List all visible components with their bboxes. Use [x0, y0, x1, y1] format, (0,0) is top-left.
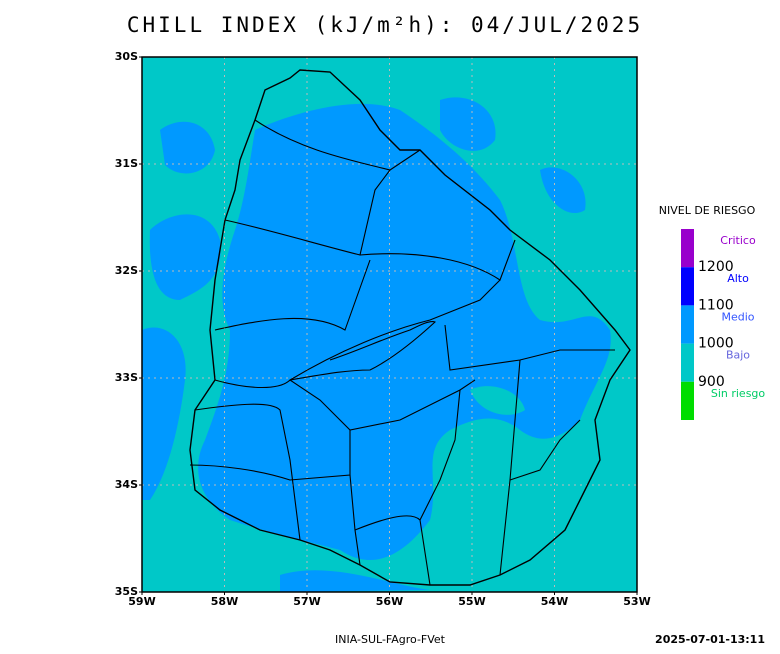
lat-label: 34S — [115, 478, 138, 491]
boundary — [214, 259, 371, 331]
boundary — [499, 359, 521, 576]
zone — [160, 121, 215, 174]
grid — [142, 57, 637, 592]
footer-timestamp: 2025-07-01-13:11 — [655, 633, 765, 646]
lon-label: 54W — [541, 595, 568, 608]
lat-label: 33S — [115, 371, 138, 384]
lon-label: 58W — [211, 595, 238, 608]
departments — [189, 119, 615, 586]
legend-swatch — [681, 305, 694, 344]
legend-threshold: 900 — [698, 374, 725, 390]
boundary — [289, 321, 437, 381]
legend-swatch — [681, 343, 694, 382]
lon-label: 59W — [128, 595, 155, 608]
boundary — [254, 119, 421, 171]
lon-label: 56W — [376, 595, 403, 608]
zone — [149, 214, 221, 300]
legend-title: NIVEL DE RIESGO — [659, 204, 756, 217]
zone — [142, 327, 186, 500]
zone — [540, 167, 586, 214]
map — [141, 56, 638, 593]
legend-label: Critico — [720, 234, 756, 247]
zone-low — [470, 386, 525, 415]
legend-label: Medio — [721, 310, 754, 323]
lat-label: 35S — [115, 585, 138, 598]
legend-swatch — [681, 229, 694, 268]
legend-threshold: 1000 — [698, 336, 734, 352]
boundary — [289, 279, 501, 381]
lon-label: 57W — [293, 595, 320, 608]
zone — [280, 570, 430, 592]
lat-label: 31S — [115, 157, 138, 170]
boundary — [224, 169, 391, 256]
lat-label: 32S — [115, 264, 138, 277]
boundary — [189, 430, 351, 481]
legend-swatch — [681, 267, 694, 306]
title: CHILL INDEX (kJ/m²h): 04/JUL/2025 — [127, 13, 643, 37]
country-outline — [189, 69, 631, 586]
legend-label: Alto — [727, 272, 749, 285]
legend-threshold: 1100 — [698, 297, 734, 313]
boundary — [194, 403, 301, 541]
boundary — [359, 239, 516, 281]
footer-source: INIA-SUL-FAgro-FVet — [335, 633, 446, 646]
legend: Critico Alto Medio Bajo Sin riesgo 1200 1100 10… — [681, 229, 765, 420]
legend-swatch — [681, 381, 694, 420]
lon-label: 55W — [458, 595, 485, 608]
legend-label: Bajo — [726, 349, 750, 362]
legend-threshold: 1200 — [698, 259, 734, 275]
zone — [440, 97, 496, 151]
boundary — [509, 419, 581, 481]
boundary — [419, 389, 461, 521]
lat-label: 30S — [115, 50, 138, 63]
lon-label: 53W — [623, 595, 650, 608]
boundary — [214, 379, 476, 431]
legend-label: Sin riesgo — [711, 387, 766, 400]
